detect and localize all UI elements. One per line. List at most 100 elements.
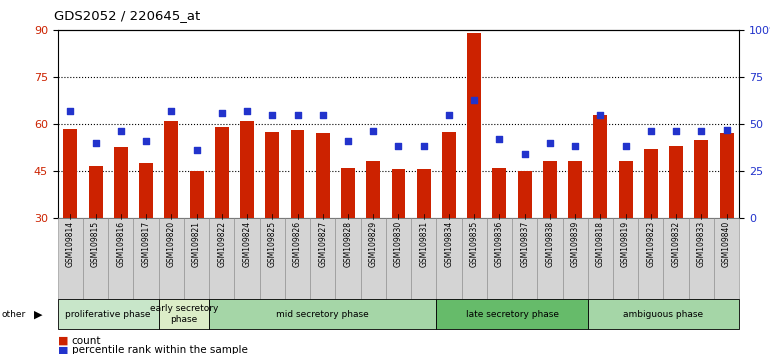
Text: GSM109837: GSM109837 [521,221,529,267]
Bar [341,168,355,218]
Text: GDS2052 / 220645_at: GDS2052 / 220645_at [54,9,200,22]
Text: GSM109831: GSM109831 [419,221,428,267]
Point [316,112,329,118]
Text: GSM109838: GSM109838 [545,221,554,267]
Bar [184,218,209,299]
Text: ■: ■ [58,346,69,354]
Text: percentile rank within the sample: percentile rank within the sample [72,346,247,354]
Point [544,140,556,145]
Bar [234,218,259,299]
Text: count: count [72,336,101,346]
Bar [493,168,507,218]
Bar [209,299,437,329]
Text: GSM109832: GSM109832 [671,221,681,267]
Text: early secretory
phase: early secretory phase [149,304,218,324]
Point [266,112,279,118]
Point [216,110,228,115]
Text: other: other [2,310,25,319]
Text: GSM109826: GSM109826 [293,221,302,267]
Bar [442,132,456,218]
Text: GSM109821: GSM109821 [192,221,201,267]
Text: GSM109815: GSM109815 [91,221,100,267]
Bar [638,218,664,299]
Text: GSM109834: GSM109834 [444,221,454,267]
Bar [543,161,557,218]
Text: GSM109814: GSM109814 [66,221,75,267]
Point [721,127,733,132]
Text: GSM109833: GSM109833 [697,221,706,267]
Bar [159,299,209,329]
Bar [89,166,102,218]
Bar [109,218,133,299]
Text: GSM109825: GSM109825 [268,221,276,267]
Bar [139,163,153,218]
Point [165,108,177,114]
Bar [664,218,688,299]
Point [64,108,76,114]
Bar [487,218,512,299]
Point [367,129,380,134]
Bar [517,171,531,218]
Text: GSM109824: GSM109824 [243,221,252,267]
Bar [391,169,406,218]
Bar [58,299,159,329]
Text: GSM109818: GSM109818 [596,221,605,267]
Text: GSM109827: GSM109827 [318,221,327,267]
Bar [164,121,179,218]
Text: late secretory phase: late secretory phase [466,310,558,319]
Bar [360,218,386,299]
Text: GSM109816: GSM109816 [116,221,126,267]
Point [115,129,127,134]
Text: GSM109822: GSM109822 [217,221,226,267]
Text: GSM109839: GSM109839 [571,221,580,267]
Point [342,138,354,144]
Point [619,144,631,149]
Point [443,112,455,118]
Bar [512,218,537,299]
Bar [644,149,658,218]
Point [468,97,480,102]
Bar [285,218,310,299]
Bar [259,218,285,299]
Bar [417,169,430,218]
Point [417,144,430,149]
Point [241,108,253,114]
Point [670,129,682,134]
Point [695,129,708,134]
Bar [594,115,608,218]
Point [594,112,607,118]
Text: GSM109835: GSM109835 [470,221,479,267]
Point [494,136,506,142]
Bar [613,218,638,299]
Text: GSM109836: GSM109836 [495,221,504,267]
Bar [215,127,229,218]
Point [190,147,203,153]
Text: ambiguous phase: ambiguous phase [624,310,704,319]
Point [644,129,657,134]
Bar [588,218,613,299]
Bar [688,218,714,299]
Point [518,151,531,157]
Text: proliferative phase: proliferative phase [65,310,151,319]
Bar [537,218,563,299]
Bar [114,147,128,218]
Bar [411,218,437,299]
Bar [618,161,633,218]
Text: GSM109817: GSM109817 [142,221,151,267]
Bar [467,33,481,218]
Bar [316,133,330,218]
Bar [290,130,304,218]
Text: GSM109820: GSM109820 [167,221,176,267]
Bar [209,218,234,299]
Point [291,112,303,118]
Bar [83,218,109,299]
Bar [159,218,184,299]
Text: GSM109819: GSM109819 [621,221,630,267]
Bar [310,218,336,299]
Text: GSM109823: GSM109823 [646,221,655,267]
Point [140,138,152,144]
Bar [695,139,708,218]
Bar [437,218,461,299]
Text: ▶: ▶ [34,309,42,319]
Bar [189,171,203,218]
